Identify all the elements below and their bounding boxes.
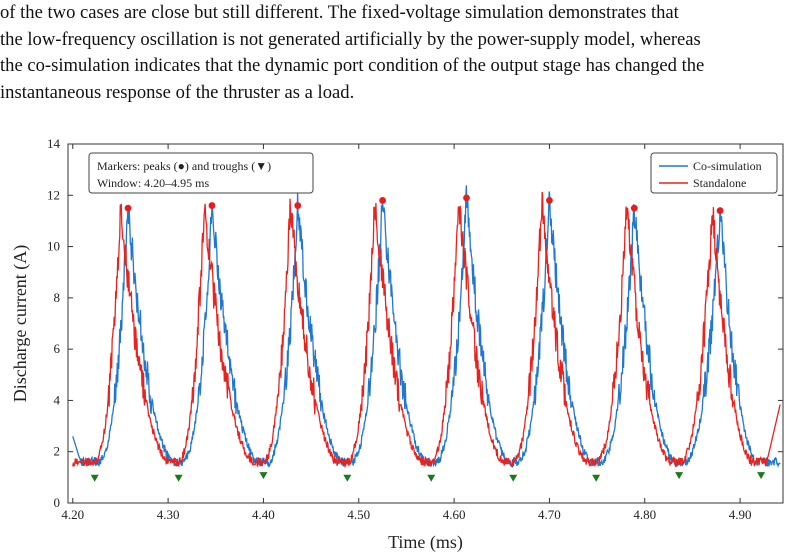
y-tick-label: 10 xyxy=(47,239,60,254)
legend-label-co-simulation: Co-simulation xyxy=(693,159,762,173)
chart-canvas: 4.20 4.30 4.40 4.50 4.60 4.70 4.80 4.90 0 2 4 6 8 10 1… xyxy=(10,136,784,553)
x-tick-label: 4.90 xyxy=(729,507,752,522)
trough-marker xyxy=(90,474,99,482)
peak-marker xyxy=(716,207,724,215)
paragraph-line-3: the co-simulation indicates that the dyn… xyxy=(0,55,705,76)
tick-layer: 4.20 4.30 4.40 4.50 4.60 4.70 4.80 4.90 0 2 4 6 8 10 1… xyxy=(47,136,783,522)
x-axis-label: Time (ms) xyxy=(388,532,463,553)
y-tick-label: 8 xyxy=(54,290,61,305)
legend: Co-simulation Standalone xyxy=(650,152,778,194)
trough-marker xyxy=(427,474,436,482)
y-tick-label: 14 xyxy=(47,136,61,151)
x-tick-label: 4.80 xyxy=(633,507,656,522)
paragraph-line-4: instantaneous response of the thruster a… xyxy=(0,81,355,103)
body-paragraph: of the two cases are close but still dif… xyxy=(0,0,800,106)
trough-marker xyxy=(343,474,352,482)
x-tick-label: 4.60 xyxy=(443,507,466,522)
x-tick-label: 4.50 xyxy=(347,507,370,522)
series-line-co-simulation xyxy=(72,185,781,469)
plot-frame xyxy=(67,143,784,504)
trough-marker xyxy=(259,472,268,480)
series-layer xyxy=(72,185,781,469)
y-tick-label: 12 xyxy=(47,187,60,202)
marker-layer xyxy=(90,194,766,482)
annotation-line-1: Markers: peaks (●) and troughs (▼) xyxy=(97,159,271,173)
y-tick-label: 6 xyxy=(54,341,61,356)
x-tick-label: 4.20 xyxy=(61,507,84,522)
trough-marker xyxy=(675,472,684,480)
trough-marker xyxy=(509,474,518,482)
trough-marker xyxy=(757,472,766,480)
y-axis-label: Discharge current (A) xyxy=(10,245,31,403)
peak-marker xyxy=(124,204,132,212)
x-tick-label: 4.40 xyxy=(252,507,275,522)
peak-marker xyxy=(208,202,216,209)
y-tick-label: 4 xyxy=(54,392,61,407)
paragraph-line-2: the low-frequency oscillation is not gen… xyxy=(0,28,701,50)
paragraph-line-1: of the two cases are close but still dif… xyxy=(0,2,679,23)
peak-marker xyxy=(630,204,638,212)
peak-marker xyxy=(546,197,553,204)
discharge-current-chart: 4.20 4.30 4.40 4.50 4.60 4.70 4.80 4.90 0 2 4 6 8 10 1… xyxy=(0,135,800,558)
series-line-standalone xyxy=(72,191,781,469)
legend-label-standalone: Standalone xyxy=(693,176,746,190)
x-tick-label: 4.30 xyxy=(157,507,180,522)
x-tick-label: 4.70 xyxy=(538,507,561,522)
annotation-line-2: Window: 4.20–4.95 ms xyxy=(97,176,210,190)
y-tick-label: 0 xyxy=(54,495,61,510)
peak-marker xyxy=(379,197,386,204)
peak-marker xyxy=(294,202,302,209)
y-tick-label: 2 xyxy=(54,444,61,459)
annotation-box: Markers: peaks (●) and troughs (▼) Windo… xyxy=(88,152,314,194)
trough-marker xyxy=(592,474,601,482)
peak-marker xyxy=(463,194,470,202)
trough-marker xyxy=(174,474,183,482)
